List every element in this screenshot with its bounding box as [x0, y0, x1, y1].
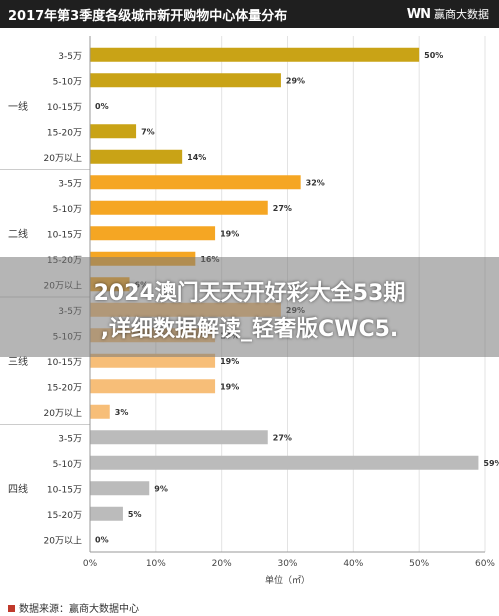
category-label: 10-15万 [47, 358, 82, 368]
data-label: 50% [424, 51, 443, 60]
category-label: 3-5万 [58, 179, 82, 189]
data-source-text: 数据来源：赢商大数据中心 [19, 604, 139, 615]
x-tick-label: 30% [277, 559, 297, 569]
bar [90, 379, 216, 394]
group-label: 一线 [8, 100, 28, 113]
data-label: 29% [286, 76, 305, 85]
x-tick-label: 0% [83, 559, 98, 569]
category-label: 3-5万 [58, 52, 82, 62]
bar [90, 430, 268, 445]
data-label: 0% [95, 102, 109, 111]
bar [90, 149, 183, 164]
data-label: 14% [187, 153, 206, 162]
data-label: 32% [306, 178, 325, 187]
category-label: 10-15万 [47, 230, 82, 240]
x-tick-label: 40% [343, 559, 363, 569]
bar [90, 481, 150, 496]
x-tick-label: 10% [146, 559, 166, 569]
category-label: 3-5万 [58, 434, 82, 444]
brand: WN 赢商大数据 [407, 6, 489, 22]
category-label: 20万以上 [44, 408, 82, 419]
bar [90, 175, 301, 190]
category-label: 10-15万 [47, 103, 82, 113]
banner-line-2: ,详细数据解读_轻奢版CWC5. [100, 317, 399, 342]
chart-title: 2017年第3季度各级城市新开购物中心体量分布 [8, 9, 288, 24]
bar [90, 506, 123, 521]
data-label: 3% [115, 408, 129, 417]
data-label: 59% [483, 459, 499, 468]
source-bullet-icon [8, 605, 15, 612]
group-label: 二线 [8, 227, 28, 240]
data-label: 19% [220, 357, 239, 366]
data-label: 27% [273, 204, 292, 213]
category-label: 20万以上 [44, 153, 82, 164]
brand-name: 赢商大数据 [434, 8, 489, 21]
bar [90, 73, 281, 88]
banner-line-1: 2024澳门天天开好彩大全53期 [93, 281, 406, 306]
group-label: 三线 [8, 355, 28, 368]
x-tick-label: 20% [212, 559, 232, 569]
x-tick-label: 60% [475, 559, 495, 569]
x-axis-label: 单位（㎡） [265, 574, 310, 586]
category-label: 15-20万 [47, 383, 82, 393]
bar [90, 47, 420, 62]
data-label: 19% [220, 382, 239, 391]
data-label: 9% [154, 484, 168, 493]
data-label: 0% [95, 535, 109, 544]
data-label: 27% [273, 433, 292, 442]
brand-logo-icon: WN [406, 7, 431, 22]
category-label: 5-10万 [53, 460, 82, 470]
chart-header: 2017年第3季度各级城市新开购物中心体量分布 WN 赢商大数据 [0, 0, 499, 28]
data-label: 5% [128, 510, 142, 519]
bar [90, 124, 137, 139]
watermark-banner: 2024澳门天天开好彩大全53期 ,详细数据解读_轻奢版CWC5. [0, 257, 499, 357]
group-label: 四线 [8, 482, 28, 495]
data-label: 19% [220, 229, 239, 238]
category-label: 5-10万 [53, 77, 82, 87]
x-tick-label: 50% [409, 559, 429, 569]
data-source: 数据来源：赢商大数据中心 [8, 600, 139, 615]
bar [90, 200, 268, 215]
category-label: 20万以上 [44, 535, 82, 546]
category-label: 10-15万 [47, 485, 82, 495]
bar [90, 226, 216, 241]
bar [90, 353, 216, 368]
bar [90, 455, 479, 470]
bar [90, 404, 110, 419]
data-label: 7% [141, 127, 155, 136]
category-label: 15-20万 [47, 511, 82, 521]
category-label: 5-10万 [53, 205, 82, 215]
category-label: 15-20万 [47, 128, 82, 138]
